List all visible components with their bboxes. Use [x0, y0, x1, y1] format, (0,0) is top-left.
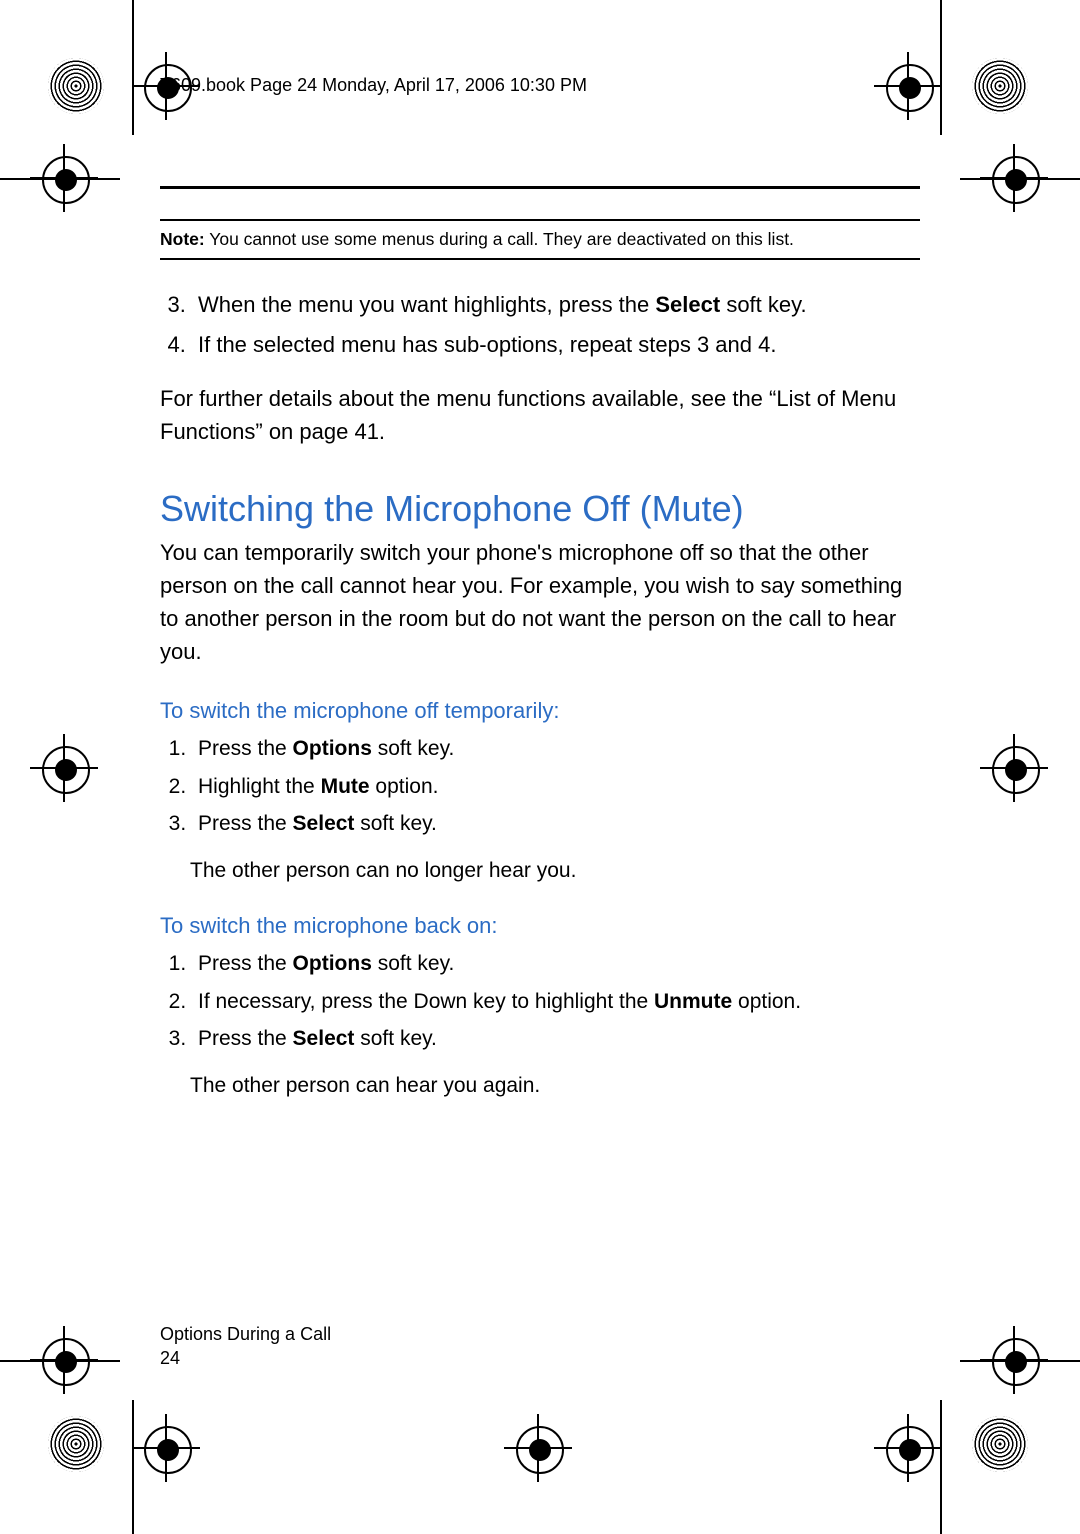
footer-section-name: Options During a Call — [160, 1322, 331, 1346]
registration-cross — [63, 1326, 65, 1394]
registration-mark — [992, 1338, 1040, 1386]
list-item: If necessary, press the Down key to high… — [192, 985, 920, 1019]
text: option. — [370, 775, 439, 798]
registration-mark — [992, 746, 1040, 794]
text: If necessary, press the Down key to high… — [198, 990, 654, 1013]
registration-mark — [144, 1426, 192, 1474]
list-item: Press the Options soft key. — [192, 732, 920, 766]
text: soft key. — [372, 952, 454, 975]
registration-cross — [537, 1414, 539, 1482]
top-rule — [160, 186, 920, 189]
subheading-mute-off: To switch the microphone off temporarily… — [160, 698, 920, 724]
registration-mark — [992, 156, 1040, 204]
section-intro: You can temporarily switch your phone's … — [160, 536, 920, 668]
registration-mark — [42, 746, 90, 794]
text: soft key. — [354, 812, 436, 835]
page-content: T609.book Page 24 Monday, April 17, 2006… — [160, 75, 920, 1108]
page-footer: Options During a Call 24 — [160, 1322, 331, 1371]
bold-text: Select — [293, 1027, 355, 1050]
mute-on-steps: Press the Options soft key. If necessary… — [160, 947, 920, 1056]
step-3: When the menu you want highlights, press… — [192, 288, 920, 322]
registration-cross — [1013, 1326, 1015, 1394]
further-details-paragraph: For further details about the menu funct… — [160, 382, 920, 448]
text: option. — [732, 990, 801, 1013]
bold-text: Select — [655, 292, 720, 317]
registration-cross — [907, 1414, 909, 1482]
note-box: Note: You cannot use some menus during a… — [160, 219, 920, 260]
registration-mark — [42, 156, 90, 204]
registration-mark — [516, 1426, 564, 1474]
text: Highlight the — [198, 775, 321, 798]
spiral-mark — [48, 1416, 104, 1472]
mute-off-steps: Press the Options soft key. Highlight th… — [160, 732, 920, 841]
crop-line — [132, 1400, 134, 1534]
bold-text: Unmute — [654, 990, 732, 1013]
subheading-mute-on: To switch the microphone back on: — [160, 913, 920, 939]
mute-off-result: The other person can no longer hear you. — [190, 859, 920, 883]
list-item: Press the Options soft key. — [192, 947, 920, 981]
text: soft key. — [720, 292, 806, 317]
section-heading: Switching the Microphone Off (Mute) — [160, 488, 920, 530]
footer-page-number: 24 — [160, 1346, 331, 1370]
continued-steps-list: When the menu you want highlights, press… — [160, 288, 920, 362]
bold-text: Options — [293, 737, 372, 760]
crop-line — [940, 1400, 942, 1534]
list-item: Highlight the Mute option. — [192, 770, 920, 804]
registration-mark — [42, 1338, 90, 1386]
registration-cross — [1013, 734, 1015, 802]
text: Press the — [198, 812, 293, 835]
spiral-mark — [48, 58, 104, 114]
bold-text: Select — [293, 812, 355, 835]
note-label: Note: — [160, 229, 205, 249]
text: soft key. — [354, 1027, 436, 1050]
registration-cross — [165, 1414, 167, 1482]
text: soft key. — [372, 737, 454, 760]
text: Press the — [198, 952, 293, 975]
text: Press the — [198, 1027, 293, 1050]
text: When the menu you want highlights, press… — [198, 292, 655, 317]
registration-mark — [886, 1426, 934, 1474]
list-item: Press the Select soft key. — [192, 807, 920, 841]
bold-text: Options — [293, 952, 372, 975]
spiral-mark — [972, 58, 1028, 114]
running-header: T609.book Page 24 Monday, April 17, 2006… — [160, 75, 920, 96]
note-text: You cannot use some menus during a call.… — [205, 229, 794, 249]
registration-cross — [63, 144, 65, 212]
step-4: If the selected menu has sub-options, re… — [192, 328, 920, 362]
registration-cross — [1013, 144, 1015, 212]
bold-text: Mute — [321, 775, 370, 798]
spiral-mark — [972, 1416, 1028, 1472]
list-item: Press the Select soft key. — [192, 1022, 920, 1056]
crop-line — [132, 0, 134, 135]
mute-on-result: The other person can hear you again. — [190, 1074, 920, 1098]
crop-line — [940, 0, 942, 135]
text: Press the — [198, 737, 293, 760]
registration-cross — [63, 734, 65, 802]
